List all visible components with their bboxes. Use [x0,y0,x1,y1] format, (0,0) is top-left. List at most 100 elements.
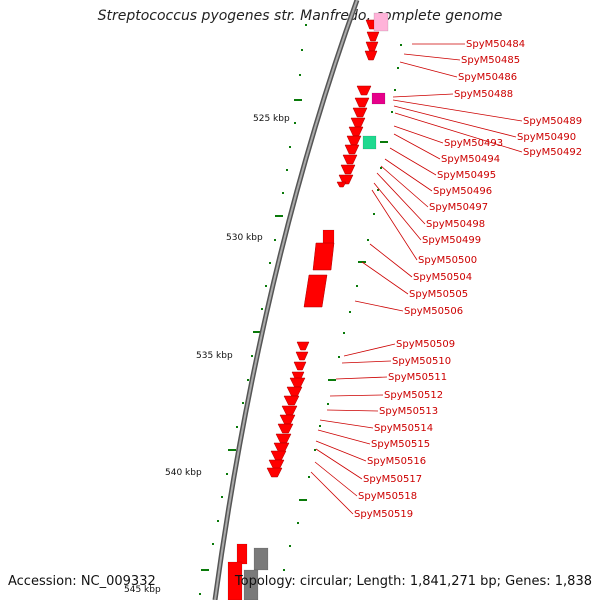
gene-arrow [270,450,287,461]
gene-label: SpyM50514 [374,423,433,434]
gene-label: SpyM50516 [367,456,426,467]
gene-arrow [344,144,360,155]
backbone [212,0,360,600]
gene-arrow [365,41,379,52]
gene-label: SpyM50489 [523,116,582,127]
gene-label: SpyM50505 [409,289,468,300]
callout-line [384,158,433,192]
gene-label: SpyM50494 [441,154,500,165]
gene-label: SpyM50495 [437,170,496,181]
scale-ticks [199,24,402,595]
gene-label: SpyM50511 [388,372,447,383]
callout-line [310,471,354,515]
gene-features [227,12,389,600]
gene-arrow [275,433,292,444]
callout-line [314,461,358,497]
callout-line [315,440,367,462]
callout-line [376,172,426,225]
gene-arrow [279,414,296,425]
gene-label: SpyM50504 [413,272,472,283]
gene-arrow [293,361,307,371]
gene-label: SpyM50519 [354,509,413,520]
callout-line [341,360,392,364]
gene-label: SpyM50490 [517,132,576,143]
scale-labels: 525 kbp 530 kbp 535 kbp 540 kbp 545 kbp [124,114,290,595]
gene-label: SpyM50484 [466,39,525,50]
teal-feature [362,135,377,150]
callout-line [361,261,409,295]
gene-arrow [281,405,298,416]
callout-line [317,429,371,445]
backbone-line [212,0,360,600]
gene-label: SpyM50512 [384,390,443,401]
callout-line [326,409,379,412]
backbone-highlight [214,0,358,600]
gene-arrow [352,107,368,118]
summary-text: Topology: circular; Length: 1,841,271 bp… [234,574,592,589]
gene-arrow [283,395,300,406]
gene-arrow [348,126,364,137]
gene-block [227,561,243,600]
magenta-feature [371,92,386,105]
gene-arrow [303,274,328,308]
gene-arrow [295,351,309,361]
gene-arrow [346,135,362,146]
callout-line [371,189,418,261]
gene-label: SpyM50515 [371,439,430,450]
callout-line [393,125,444,144]
callout-line [335,376,388,380]
callout-line [373,182,422,241]
gene-label: SpyM50506 [404,306,463,317]
gene-label: SpyM50498 [426,219,485,230]
gene-arrow [342,154,358,165]
gene-arrow [277,423,294,434]
gene-arrow [296,341,310,351]
callout-line [394,112,523,153]
gene-label: SpyM50517 [363,474,422,485]
gene-label: SpyM50513 [379,406,438,417]
gene-label: SpyM50510 [392,356,451,367]
scale-label: 540 kbp [165,468,202,478]
gene-arrow [268,459,285,470]
gene-arrow [273,442,290,453]
gene-arrow [289,377,306,388]
callout-line [315,448,363,480]
gene-arrow [336,181,347,188]
gene-label: SpyM50486 [458,72,517,83]
callout-line [319,419,374,429]
pink-feature [373,12,389,32]
gene-arrow [366,31,380,42]
scale-label: 535 kbp [196,351,233,361]
gene-label: SpyM50485 [461,55,520,66]
callout-line [369,243,413,278]
callout-line [392,99,523,122]
gene-label: SpyM50509 [396,339,455,350]
gene-label: SpyM50500 [418,255,477,266]
gene-arrow [312,242,335,271]
gene-block [322,229,335,245]
map-title: Streptococcus pyogenes str. Manfredo, co… [97,8,503,24]
gene-arrow [340,164,356,175]
callout-line [354,300,404,312]
accession-text: Accession: NC_009332 [8,574,156,589]
gene-label: SpyM50488 [454,89,513,100]
gene-arrow [266,467,283,478]
callout-line [393,133,441,160]
gray-feature [243,569,259,600]
callout-line [399,61,458,78]
callout-line [389,147,437,176]
gene-label: SpyM50499 [422,235,481,246]
gene-callouts: SpyM50484 SpyM50485 SpyM50486 SpyM50488 SpyM… [310,39,582,520]
gray-feature [253,547,269,571]
gene-arrow [356,85,372,96]
gene-block [236,543,248,565]
gene-arrow [364,50,378,61]
gene-arrow [350,117,366,128]
callout-line [380,165,429,208]
callout-line [343,343,396,357]
callout-line [329,394,384,397]
gene-label: SpyM50497 [429,202,488,213]
scale-label: 545 kbp [124,585,161,595]
callout-line [393,105,517,138]
scale-label: 530 kbp [226,233,263,243]
